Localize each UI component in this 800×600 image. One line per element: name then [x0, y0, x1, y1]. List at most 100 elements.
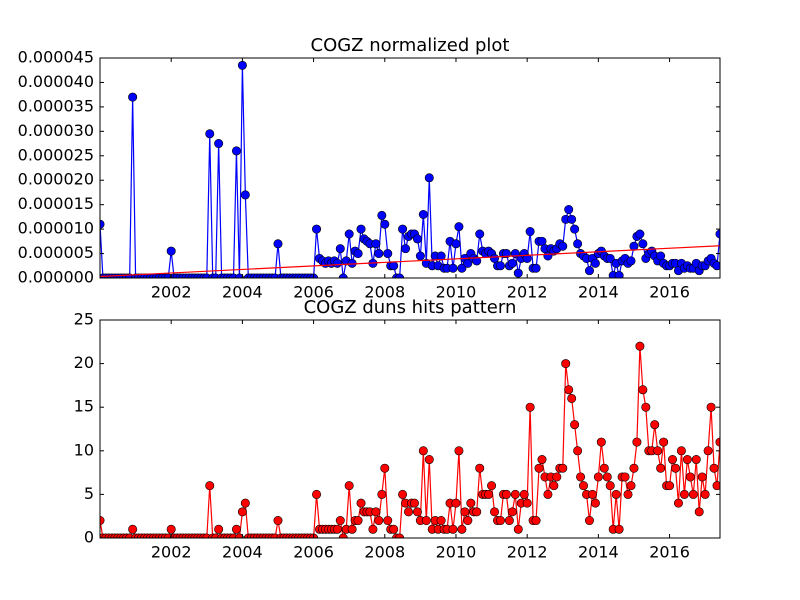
x-tick-label: 2004 [222, 283, 263, 302]
data-point [273, 516, 283, 526]
data-point [463, 516, 473, 526]
data-point [237, 507, 247, 517]
data-point [507, 507, 517, 517]
data-point [401, 244, 411, 254]
data-point [466, 498, 476, 508]
x-tick-label: 2016 [649, 283, 690, 302]
data-point [344, 481, 354, 491]
data-point [451, 239, 461, 249]
x-tick-label: 2016 [649, 543, 690, 562]
x-tick-label: 2012 [507, 543, 548, 562]
data-point [231, 524, 241, 534]
data-point [668, 455, 678, 465]
data-point [424, 173, 434, 183]
data-point [490, 507, 500, 517]
axes-frame [99, 319, 721, 539]
axes-frame [99, 57, 721, 279]
data-point [504, 516, 514, 526]
data-point [561, 359, 571, 369]
data-point [685, 472, 695, 482]
data-point [475, 229, 485, 239]
data-point [522, 253, 532, 263]
data-point [332, 524, 342, 534]
data-point [623, 489, 633, 499]
data-point [389, 261, 399, 271]
data-point [564, 205, 574, 215]
data-point [531, 516, 541, 526]
data-point [679, 489, 689, 499]
y-tick-label: 0.000045 [18, 48, 94, 67]
data-point [599, 463, 609, 473]
y-tick-label: 10 [74, 440, 94, 459]
x-tick-label: 2008 [364, 283, 405, 302]
data-point [549, 481, 559, 491]
data-point [620, 472, 630, 482]
data-point [638, 385, 648, 395]
data-point [590, 258, 600, 268]
x-tick-label: 2010 [436, 283, 477, 302]
data-point [626, 481, 636, 491]
data-point [537, 455, 547, 465]
data-point [688, 489, 698, 499]
data-point [472, 507, 482, 517]
data-point [564, 385, 574, 395]
data-point [214, 524, 224, 534]
data-point [519, 489, 529, 499]
data-point [659, 437, 669, 447]
data-point [377, 210, 387, 220]
data-point [682, 455, 692, 465]
data-point [629, 463, 639, 473]
data-point [383, 249, 393, 259]
data-point [635, 229, 645, 239]
data-point [691, 455, 701, 465]
data-point [558, 241, 568, 251]
data-point [567, 393, 577, 403]
data-point [673, 498, 683, 508]
data-point [629, 241, 639, 251]
y-tick-label: 0 [84, 528, 94, 547]
data-point [412, 507, 422, 517]
data-point [415, 251, 425, 261]
data-point [706, 402, 716, 412]
y-tick-label: 0.000025 [18, 145, 94, 164]
data-point [380, 219, 390, 229]
data-point [460, 507, 470, 517]
x-tick-label: 2012 [507, 283, 548, 302]
data-point [602, 472, 612, 482]
data-point [412, 234, 422, 244]
data-point [424, 455, 434, 465]
data-point [510, 489, 520, 499]
x-tick-label: 2010 [436, 543, 477, 562]
data-point [656, 463, 666, 473]
data-point [593, 472, 603, 482]
data-point [632, 437, 642, 447]
data-point [522, 498, 532, 508]
data-point [700, 489, 710, 499]
data-point [418, 446, 428, 456]
data-point [374, 516, 384, 526]
data-point [501, 489, 511, 499]
plot-area [100, 341, 720, 538]
data-point [694, 507, 704, 517]
x-tick-label: 2004 [222, 543, 263, 562]
data-point [552, 472, 562, 482]
data-point [454, 446, 464, 456]
data-point [404, 507, 414, 517]
data-point [371, 507, 381, 517]
data-point [534, 463, 544, 473]
x-tick-label: 2008 [364, 543, 405, 562]
data-point [573, 446, 583, 456]
data-point [356, 224, 366, 234]
data-point [525, 402, 535, 412]
data-point [166, 524, 176, 534]
data-point [457, 263, 467, 273]
data-point [457, 524, 467, 534]
y-tick-label: 25 [74, 310, 94, 329]
data-point [665, 481, 675, 491]
data-point [332, 258, 342, 268]
data-point [389, 524, 399, 534]
data-point [712, 261, 720, 271]
data-point [418, 209, 428, 219]
trend-line [100, 245, 720, 278]
data-point [650, 420, 660, 430]
